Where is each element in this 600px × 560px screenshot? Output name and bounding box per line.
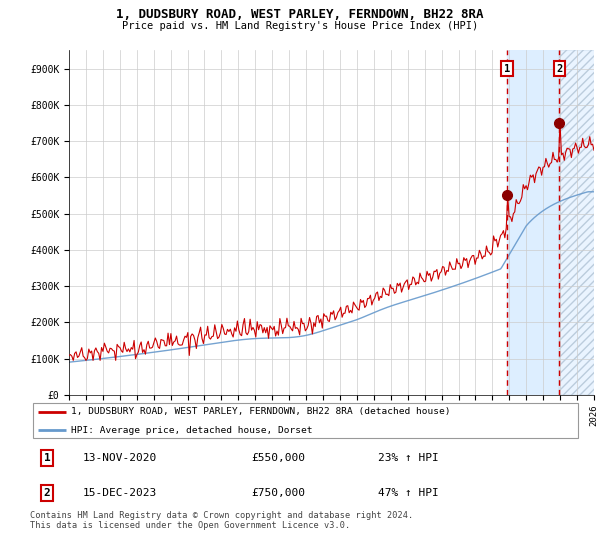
Bar [507, 50, 559, 395]
Text: Price paid vs. HM Land Registry's House Price Index (HPI): Price paid vs. HM Land Registry's House … [122, 21, 478, 31]
Bar [559, 50, 600, 395]
Text: 1, DUDSBURY ROAD, WEST PARLEY, FERNDOWN, BH22 8RA (detached house): 1, DUDSBURY ROAD, WEST PARLEY, FERNDOWN,… [71, 407, 451, 416]
Text: 1: 1 [44, 453, 50, 463]
Text: £550,000: £550,000 [251, 453, 305, 463]
Text: £750,000: £750,000 [251, 488, 305, 498]
Text: Contains HM Land Registry data © Crown copyright and database right 2024.
This d: Contains HM Land Registry data © Crown c… [30, 511, 413, 530]
Text: 2: 2 [44, 488, 50, 498]
Text: 1, DUDSBURY ROAD, WEST PARLEY, FERNDOWN, BH22 8RA: 1, DUDSBURY ROAD, WEST PARLEY, FERNDOWN,… [116, 8, 484, 21]
FancyBboxPatch shape [33, 403, 578, 438]
Text: 13-NOV-2020: 13-NOV-2020 [82, 453, 157, 463]
Bar [559, 50, 600, 395]
Text: 15-DEC-2023: 15-DEC-2023 [82, 488, 157, 498]
Text: 1: 1 [504, 63, 511, 73]
Text: 47% ↑ HPI: 47% ↑ HPI [378, 488, 439, 498]
Text: HPI: Average price, detached house, Dorset: HPI: Average price, detached house, Dors… [71, 426, 313, 435]
Text: 23% ↑ HPI: 23% ↑ HPI [378, 453, 439, 463]
Text: 2: 2 [556, 63, 563, 73]
